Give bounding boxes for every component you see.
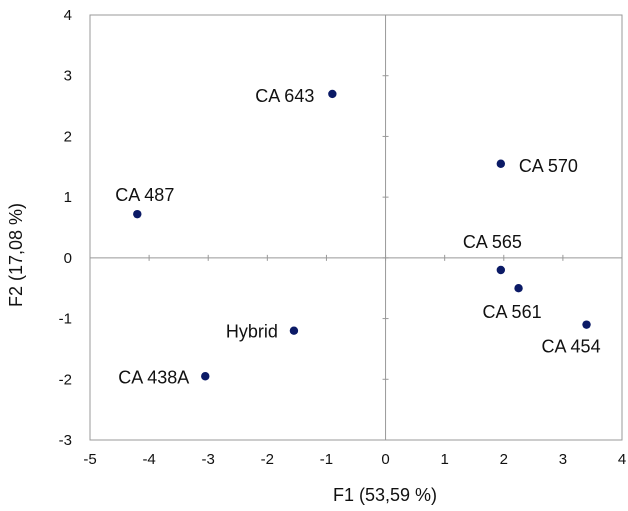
x-tick-label: 0 (381, 451, 389, 468)
plot-frame (89, 14, 623, 441)
tick-labels: -5 -4 -3 -2 -1 0 1 2 3 4 -3 -2 -1 0 1 2 3 4 (59, 7, 627, 468)
point-label: Hybrid (226, 322, 278, 342)
point-label: CA 438A (118, 367, 189, 387)
data-point (496, 159, 506, 168)
y-tick-label: 0 (64, 250, 72, 267)
point-label: CA 487 (115, 185, 174, 205)
data-point (201, 372, 210, 381)
x-axis-title: F1 (53,59 %) (333, 485, 437, 505)
y-tick-label: -2 (59, 371, 72, 388)
x-tick-label: 1 (440, 451, 448, 468)
y-tick-label: -1 (59, 311, 72, 328)
x-tick-label: -1 (320, 451, 333, 468)
x-tick-label: 2 (500, 451, 508, 468)
data-point (133, 209, 142, 219)
y-tick-label: 2 (64, 128, 72, 145)
point-label: CA 565 (463, 232, 522, 252)
y-tick-label: 3 (64, 68, 72, 85)
y-tick-label: 4 (64, 7, 72, 24)
x-tick-label: -3 (202, 451, 215, 468)
y-tick-label: 1 (64, 189, 72, 206)
x-tick-label: -5 (83, 451, 96, 468)
plot-border (89, 14, 623, 441)
point-label: CA 561 (483, 302, 542, 322)
x-tick-label: -2 (261, 451, 274, 468)
y-axis-title: F2 (17,08 %) (6, 203, 26, 307)
y-tick-label: -3 (59, 432, 72, 449)
data-point (514, 284, 523, 293)
data-point (289, 326, 299, 335)
data-points (133, 89, 591, 381)
data-point (496, 265, 506, 275)
data-point (328, 89, 337, 99)
point-label: CA 643 (255, 86, 314, 106)
x-tick-label: 4 (618, 451, 626, 468)
x-tick-label: 3 (559, 451, 567, 468)
point-label: CA 454 (542, 337, 601, 357)
point-label: CA 570 (519, 156, 578, 176)
data-point (582, 320, 591, 329)
x-tick-label: -4 (142, 451, 155, 468)
